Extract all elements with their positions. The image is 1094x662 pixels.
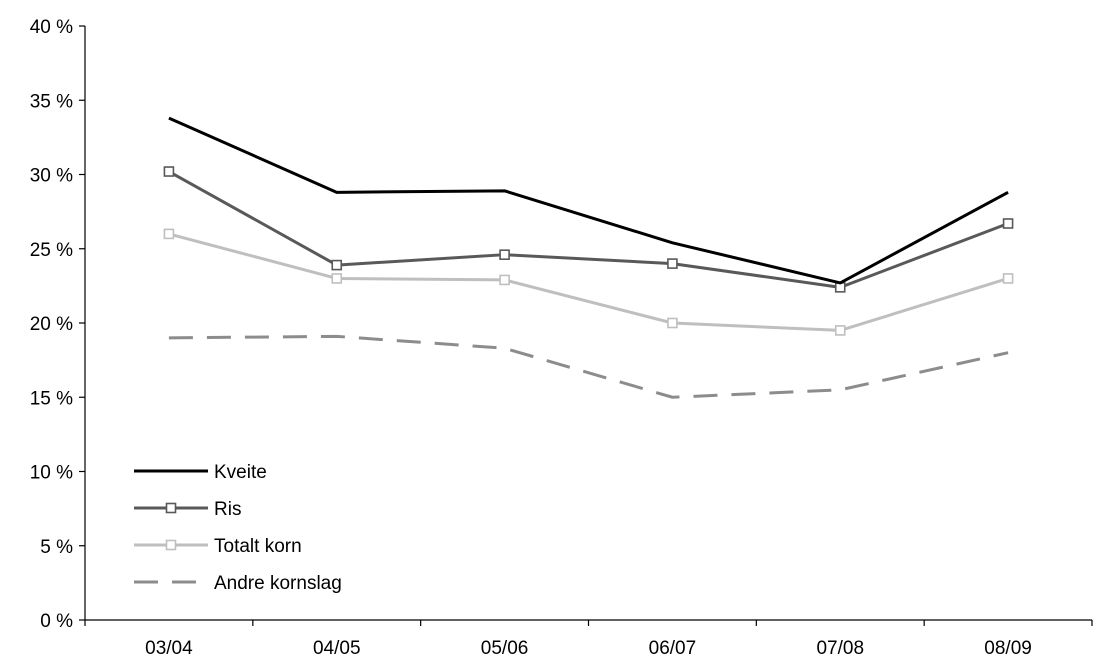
series-ris: [163, 166, 1014, 293]
data-point-marker: [834, 325, 846, 336]
data-point-marker: [163, 166, 175, 177]
x-tick-label: 06/07: [649, 638, 697, 659]
legend-item: Kveite: [134, 462, 267, 483]
y-tick-label: 10 %: [30, 463, 73, 484]
legend-label: Totalt korn: [214, 536, 302, 557]
y-tick-label: 20 %: [30, 314, 73, 335]
data-point-marker: [1002, 218, 1014, 229]
data-point-marker: [667, 258, 678, 269]
legend-label: Ris: [214, 499, 241, 520]
x-tick-label: 05/06: [481, 638, 529, 659]
y-tick-label: 35 %: [30, 91, 73, 112]
series-line: [168, 232, 1009, 332]
y-tick-label: 25 %: [30, 240, 73, 261]
data-point-marker: [1002, 273, 1014, 284]
data-point-marker: [499, 274, 510, 286]
x-tick-label: 08/09: [984, 638, 1032, 659]
x-tick-label: 07/08: [816, 638, 864, 659]
legend-label: Andre kornslag: [214, 573, 342, 594]
y-tick-label: 30 %: [30, 166, 73, 187]
data-point-marker: [331, 273, 343, 284]
series-line: [168, 334, 1009, 399]
x-tick-label: 04/05: [313, 638, 361, 659]
y-tick-label: 5 %: [40, 537, 73, 558]
legend-item: Totalt korn: [134, 536, 302, 557]
data-point-marker: [331, 259, 343, 271]
legend: Kveite Ris Totalt korn Andre kornslag: [134, 462, 342, 594]
legend-item: Ris: [134, 499, 241, 520]
y-tick-label: 15 %: [30, 388, 73, 409]
legend-marker: [165, 539, 177, 551]
axes: 0 % 5 % 10 % 15 % 20 % 25 % 30 % 35 % 40 % 03/04 0…: [30, 17, 1093, 659]
series-totalt-korn: [163, 228, 1014, 336]
series-layer: [163, 116, 1014, 399]
legend-marker: [165, 502, 177, 514]
series-andre-kornslag: [168, 334, 1009, 399]
data-point-marker: [163, 228, 175, 240]
data-point-marker: [667, 317, 678, 329]
series-line: [168, 116, 1009, 285]
legend-label: Kveite: [214, 462, 267, 483]
series-kveite: [168, 116, 1009, 285]
data-point-marker: [499, 249, 510, 260]
y-tick-label: 40 %: [30, 17, 73, 38]
y-tick-label: 0 %: [40, 611, 73, 632]
x-tick-label: 03/04: [145, 638, 193, 659]
series-line: [168, 170, 1009, 289]
legend-item: Andre kornslag: [134, 573, 342, 594]
